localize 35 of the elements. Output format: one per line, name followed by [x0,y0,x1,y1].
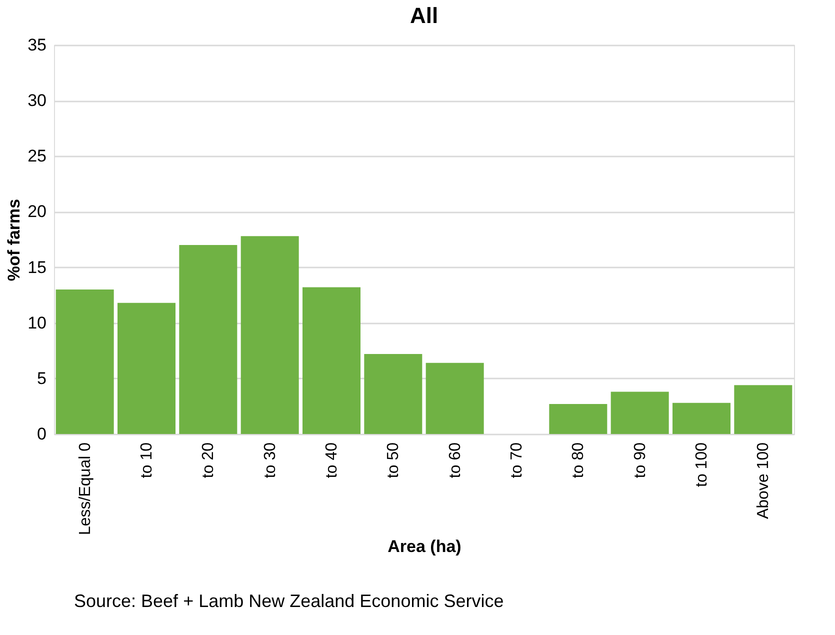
x-tick-label: Above 100 [755,442,772,520]
y-tick-label: 0 [37,424,46,444]
x-tick-label: to 50 [385,442,402,478]
x-tick-label: to 100 [694,442,710,487]
x-tick-label: to 90 [632,442,649,478]
x-tick-label: to 60 [446,442,464,478]
bar [672,402,730,434]
bar [240,236,299,434]
y-tick-label: 20 [28,202,46,222]
y-tick-label: 15 [28,258,46,277]
x-tick-label: to 40 [324,442,340,478]
x-tick-label: to 80 [570,442,588,478]
y-tick-label: 10 [28,313,46,332]
bar [56,290,114,434]
x-axis-title: Area (ha) [388,537,462,556]
x-tick-label: Less/Equal 0 [76,442,94,536]
y-tick-label: 25 [28,146,46,166]
bar [610,392,669,434]
source-note: Source: Beef + Lamb New Zealand Economic Service [74,591,504,611]
y-axis-title: %of farms [4,198,24,282]
bar [179,245,238,434]
bar [734,385,792,434]
bar [426,362,484,434]
bar [118,302,176,434]
chart-title: All [410,3,438,28]
bar [364,354,422,434]
bar [302,287,360,434]
y-tick-label: 5 [37,368,46,388]
y-tick-label: 30 [28,91,46,110]
x-tick-label: to 10 [138,442,156,478]
bar [549,404,608,434]
x-tick-label: to 30 [262,442,279,478]
x-tick-label: to 70 [508,442,526,478]
x-tick-label: to 20 [200,442,218,478]
y-tick-label: 35 [28,36,46,54]
